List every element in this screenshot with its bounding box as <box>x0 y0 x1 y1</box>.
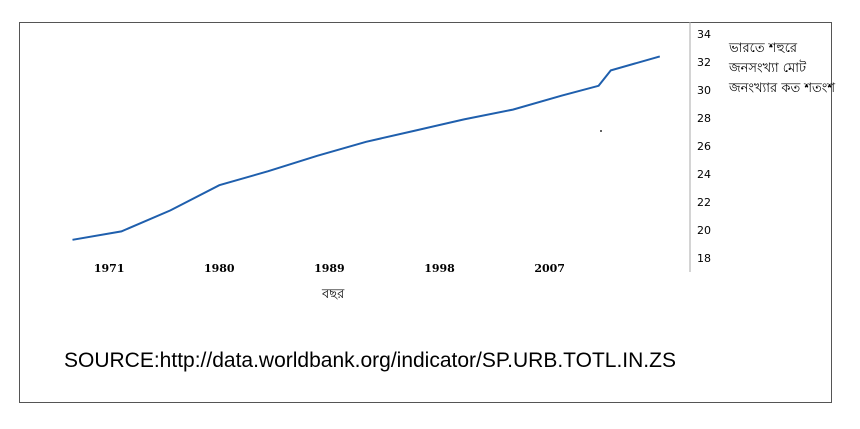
y-axis-label: ভারতে শহুরে জনসংখ্যা মোট জনংখ্যার কত শতং… <box>729 41 836 96</box>
y-tick-label: 34 <box>697 28 711 41</box>
x-tick-label: 1971 <box>94 262 125 275</box>
y-tick-label: 20 <box>697 224 711 237</box>
y-tick-label: 30 <box>697 84 711 97</box>
x-tick-label: 2007 <box>534 262 565 275</box>
x-tick-label: 1989 <box>314 262 345 275</box>
x-tick-label: 1998 <box>424 262 455 275</box>
series-line <box>72 55 661 241</box>
y-tick-labels: 18 20 22 24 26 28 30 32 34 <box>697 28 711 265</box>
x-tick-labels: 1971 1980 1989 1998 2007 <box>94 262 565 275</box>
stray-dot <box>600 130 602 132</box>
y-tick-label: 22 <box>697 196 711 209</box>
y-tick-label: 28 <box>697 112 711 125</box>
x-axis-label: বছর <box>322 287 345 302</box>
y-tick-label: 32 <box>697 56 711 69</box>
y-tick-label: 26 <box>697 140 711 153</box>
y-tick-label: 18 <box>697 252 711 265</box>
chart-frame <box>19 22 832 403</box>
x-tick-label: 1980 <box>204 262 235 275</box>
y-tick-label: 24 <box>697 168 711 181</box>
source-text: SOURCE:http://data.worldbank.org/indicat… <box>64 349 676 372</box>
